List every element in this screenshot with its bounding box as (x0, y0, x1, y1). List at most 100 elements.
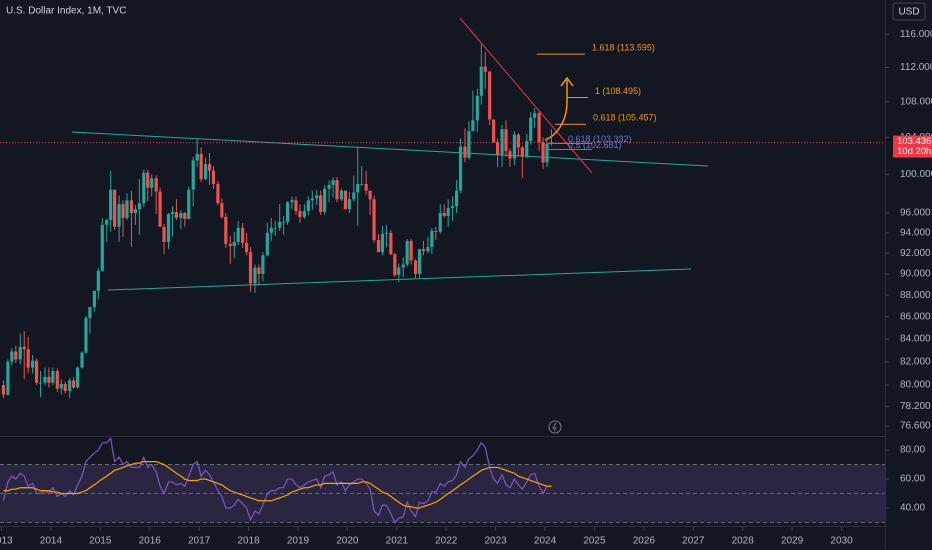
candle-body (278, 221, 282, 228)
x-tick-label: 2013 (0, 536, 13, 547)
candle-body (500, 129, 504, 155)
candle-body (142, 172, 146, 204)
x-tick-label: 2025 (583, 536, 606, 547)
candle-body (84, 317, 88, 353)
candle-body (533, 113, 537, 118)
y-tick-label: 78.200 (900, 401, 931, 412)
y-tick-label: 90.000 (900, 269, 931, 280)
fib-label: 0.618 (105.457) (593, 113, 657, 123)
candle-body (113, 189, 117, 227)
candle-body (179, 212, 183, 218)
candle-body (529, 117, 533, 142)
x-tick-label: 2019 (287, 536, 310, 547)
fib-label: 0.618 (103.332) (568, 134, 632, 144)
x-tick-label: 2027 (682, 536, 705, 547)
candle-body (545, 143, 549, 163)
countdown-label: 10d 20h (897, 146, 931, 157)
x-tick-label: 2030 (830, 536, 853, 547)
candle-body (504, 129, 508, 152)
candle-body (183, 212, 187, 219)
candle-body (154, 178, 158, 192)
candle-body (282, 221, 286, 223)
y-tick-label: 88.000 (900, 290, 931, 301)
candle-body (380, 233, 385, 253)
candle-body (174, 212, 179, 218)
y-tick-label: 82.000 (900, 356, 931, 367)
candle-body (512, 134, 516, 159)
candle-body (310, 198, 314, 201)
y-tick-label: 80.00 (900, 445, 925, 456)
candle-body (6, 361, 10, 395)
trend-line (71, 131, 709, 167)
price-label-box (893, 135, 932, 158)
candle-body (397, 267, 401, 275)
x-tick-label: 2015 (89, 536, 112, 547)
candle-body (454, 190, 459, 207)
candle-body (162, 226, 166, 242)
candle-body (343, 190, 348, 210)
candle-body (55, 371, 59, 389)
candle-body (479, 66, 483, 96)
candle-body (34, 360, 39, 383)
y-tick-label: 86.000 (900, 311, 931, 322)
event-icon[interactable] (548, 420, 562, 434)
candle-body (458, 146, 463, 191)
candle-body (109, 189, 113, 220)
candle-body (265, 232, 269, 256)
candle-body (121, 204, 125, 218)
chart-title: U.S. Dollar Index, 1M, TVC (6, 6, 126, 17)
candle-body (525, 141, 529, 157)
candle-body (384, 232, 389, 234)
candle-body (137, 203, 141, 210)
x-tick-label: 2018 (237, 536, 260, 547)
candle-body (92, 290, 96, 308)
candle-body (488, 71, 492, 120)
candle-body (129, 200, 134, 213)
candle-body (475, 95, 479, 121)
candle-body (327, 184, 331, 189)
candle-body (150, 178, 154, 188)
candle-body (413, 260, 418, 274)
x-tick-label: 2020 (336, 536, 359, 547)
candle-body (117, 204, 121, 227)
candle-body (216, 183, 220, 204)
candle-body (26, 349, 30, 368)
x-tick-label: 2017 (188, 536, 211, 547)
candle-body (520, 147, 524, 157)
candle-body (405, 240, 409, 265)
candle-body (446, 208, 450, 216)
candle-body (389, 232, 393, 255)
indicator-line (3, 461, 552, 509)
x-tick-label: 2026 (633, 536, 656, 547)
trend-line (107, 268, 692, 291)
x-tick-label: 2023 (484, 536, 507, 547)
candle-body (211, 170, 216, 184)
candle-body (492, 119, 496, 142)
candle-body (495, 141, 500, 155)
fib-label: 1.618 (113.595) (592, 43, 655, 53)
candle-body (508, 151, 512, 159)
candle-body (166, 213, 171, 242)
y-tick-label: 76.600 (900, 421, 931, 432)
x-tick-label: 2029 (781, 536, 804, 547)
candle-body (31, 360, 35, 368)
y-tick-label: 108.000 (900, 96, 932, 107)
y-tick-label: 92.000 (900, 248, 931, 259)
candle-body (18, 346, 22, 360)
candle-body (471, 120, 475, 132)
x-tick-label: 2028 (732, 536, 755, 547)
currency-box[interactable] (892, 2, 926, 21)
candle-body (347, 199, 351, 210)
y-tick-label: 100.000 (900, 169, 932, 180)
candle-body (360, 183, 364, 185)
candle-body (421, 249, 426, 252)
candle-body (257, 267, 261, 274)
candle-body (372, 199, 376, 240)
y-tick-label: 80.000 (900, 380, 931, 391)
candle-body (72, 380, 76, 388)
candle-body (158, 191, 162, 227)
candle-body (409, 240, 413, 261)
